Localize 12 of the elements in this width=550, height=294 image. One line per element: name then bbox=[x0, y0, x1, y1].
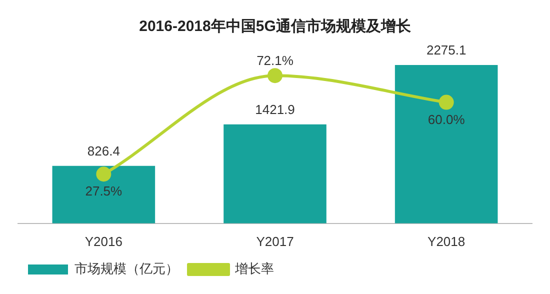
data-label: 2275.1 bbox=[426, 42, 466, 58]
data-label: 27.5% bbox=[85, 184, 123, 199]
legend-label: 增长率 bbox=[234, 261, 274, 276]
data-label: 60.0% bbox=[428, 112, 466, 127]
x-tick-label: Y2018 bbox=[428, 234, 466, 249]
x-tick-label: Y2017 bbox=[256, 234, 294, 249]
data-label: 826.4 bbox=[87, 143, 120, 158]
data-label: 1421.9 bbox=[255, 102, 295, 117]
data-label: 72.1% bbox=[256, 53, 294, 68]
chart-title: 2016-2018年中国5G通信市场规模及增长 bbox=[139, 17, 412, 36]
x-tick-label: Y2016 bbox=[84, 234, 122, 249]
legend-label: 市场规模（亿元） bbox=[74, 261, 178, 276]
